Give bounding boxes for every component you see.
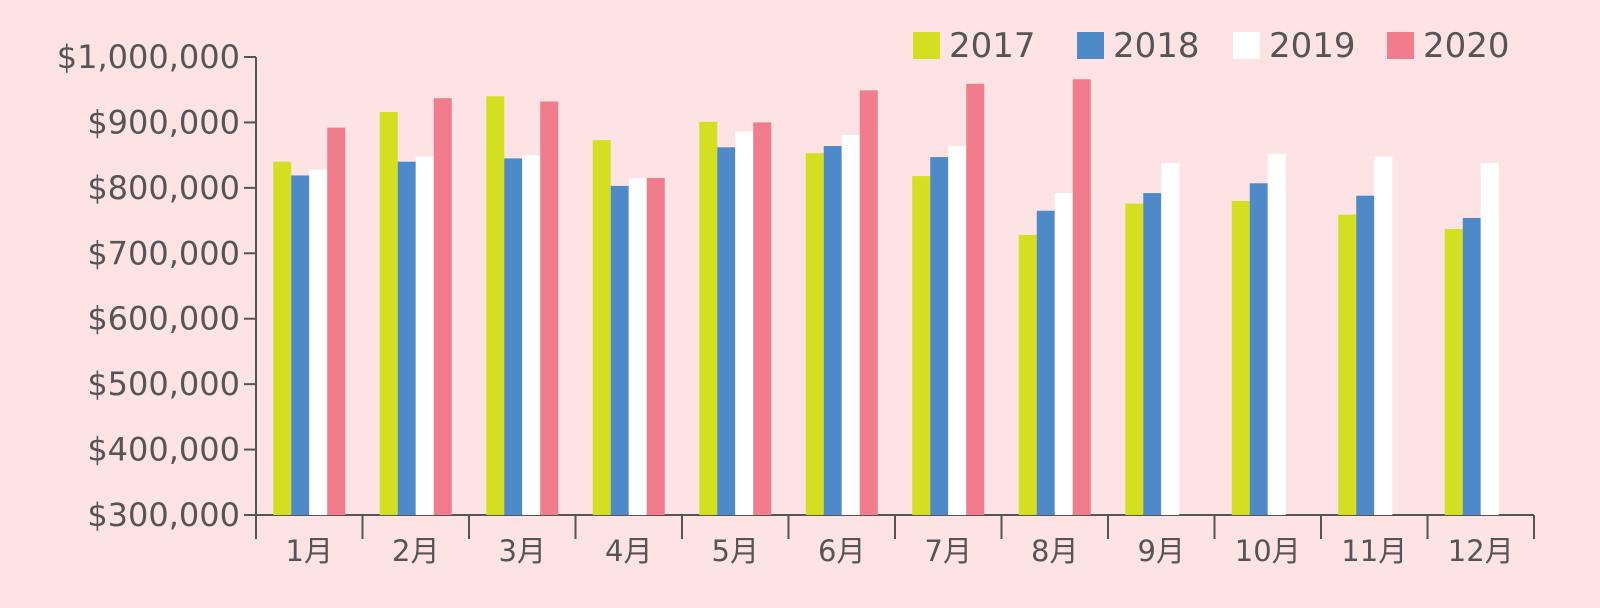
y-tick-label: $700,000 bbox=[87, 234, 240, 272]
bar-2019 bbox=[628, 178, 647, 516]
legend-label: 2017 bbox=[949, 26, 1036, 66]
bar-2019 bbox=[1161, 162, 1180, 515]
bar-2017 bbox=[912, 176, 931, 515]
bar-2019 bbox=[841, 134, 860, 516]
bar-2020 bbox=[753, 122, 772, 515]
x-tick-label: 5月 bbox=[712, 534, 759, 568]
bar-2018 bbox=[1143, 193, 1162, 515]
bar-2017 bbox=[1338, 214, 1357, 515]
bar-2019 bbox=[415, 156, 434, 516]
x-tick-label: 6月 bbox=[818, 534, 865, 568]
bar-2020 bbox=[540, 101, 559, 516]
x-tick-label: 2月 bbox=[392, 534, 439, 568]
bar-2020 bbox=[1072, 79, 1091, 515]
legend-swatch-2018 bbox=[1077, 32, 1104, 59]
x-tick-label: 3月 bbox=[499, 534, 546, 568]
bar-2019 bbox=[948, 145, 967, 516]
bar-2020 bbox=[646, 178, 665, 516]
bar-2018 bbox=[291, 175, 310, 515]
bar-2018 bbox=[397, 161, 416, 515]
x-tick-label: 8月 bbox=[1031, 534, 1078, 568]
bar-2019 bbox=[735, 131, 754, 516]
x-tick-label: 1月 bbox=[286, 534, 333, 568]
x-tick-label: 12月 bbox=[1448, 534, 1514, 568]
bar-2018 bbox=[1462, 217, 1481, 515]
bar-2020 bbox=[859, 90, 878, 516]
bar-2018 bbox=[610, 185, 629, 515]
bar-2017 bbox=[805, 153, 824, 515]
bar-2017 bbox=[1444, 229, 1463, 515]
y-tick-label: $800,000 bbox=[87, 169, 240, 207]
bar-2017 bbox=[1018, 234, 1037, 516]
bar-2019 bbox=[522, 155, 541, 515]
bar-2018 bbox=[930, 157, 949, 515]
legend-swatch-2020 bbox=[1387, 32, 1414, 59]
x-tick-label: 7月 bbox=[925, 534, 972, 568]
legend-label: 2020 bbox=[1423, 26, 1510, 66]
x-tick-label: 4月 bbox=[605, 534, 652, 568]
x-tick-label: 11月 bbox=[1341, 534, 1407, 568]
bar-2020 bbox=[966, 83, 985, 515]
x-tick-label: 10月 bbox=[1235, 534, 1301, 568]
bar-2019 bbox=[1054, 193, 1073, 515]
bar-2020 bbox=[327, 127, 346, 516]
bar-2017 bbox=[1231, 200, 1250, 515]
bar-2019 bbox=[1374, 156, 1393, 516]
bar-2018 bbox=[717, 147, 736, 515]
bar-2017 bbox=[486, 96, 505, 515]
bar-2018 bbox=[1036, 210, 1055, 515]
y-tick-label: $900,000 bbox=[87, 103, 240, 141]
y-tick-label: $400,000 bbox=[87, 431, 240, 469]
bar-2018 bbox=[823, 145, 842, 516]
bar-2019 bbox=[1267, 153, 1286, 515]
y-tick-label: $500,000 bbox=[87, 365, 240, 403]
bar-2017 bbox=[273, 161, 292, 515]
legend: 2017 2018 2019 2020 bbox=[913, 26, 1510, 66]
legend-label: 2018 bbox=[1113, 26, 1200, 66]
bar-2018 bbox=[1356, 195, 1375, 516]
bar-2019 bbox=[309, 169, 328, 515]
bar-2018 bbox=[1249, 183, 1268, 515]
x-tick-label: 9月 bbox=[1138, 534, 1185, 568]
y-tick-label: $300,000 bbox=[87, 496, 240, 534]
bar-2018 bbox=[504, 158, 523, 515]
y-tick-label: $1,000,000 bbox=[57, 38, 240, 76]
x-axis: 1月 2月 3月 4月 5月 6月 7月 8月 9月 10月 11月 12月 bbox=[255, 514, 1535, 568]
legend-label: 2019 bbox=[1269, 26, 1356, 66]
legend-swatch-2017 bbox=[913, 32, 940, 59]
bar-2019 bbox=[1480, 162, 1499, 515]
bar-2017 bbox=[1125, 203, 1144, 515]
bar-2017 bbox=[699, 121, 718, 515]
bar-2017 bbox=[592, 140, 611, 515]
y-axis: $300,000 $400,000 $500,000 $600,000 $700,000… bbox=[57, 38, 257, 534]
legend-swatch-2019 bbox=[1233, 32, 1260, 59]
bar-2020 bbox=[433, 98, 452, 515]
bars bbox=[273, 79, 1499, 516]
y-tick-label: $600,000 bbox=[87, 300, 240, 338]
bar-2017 bbox=[379, 111, 398, 516]
